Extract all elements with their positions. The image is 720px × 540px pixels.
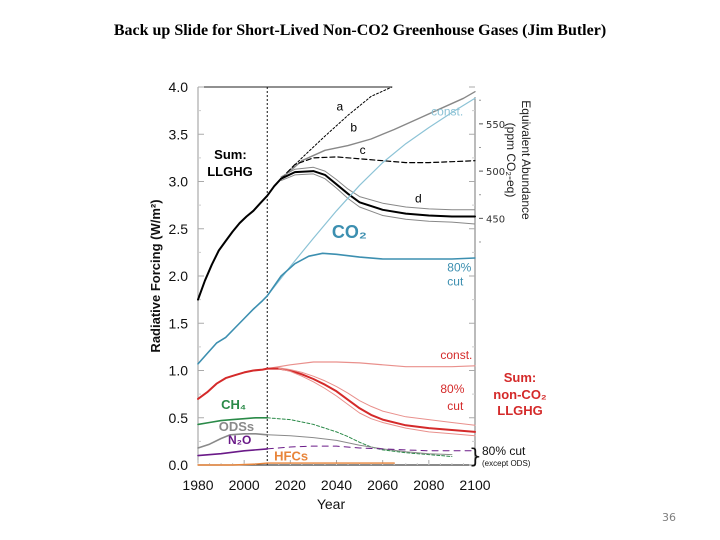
cut-note: 80% cut xyxy=(482,444,526,458)
annotation-label: cut xyxy=(447,274,464,288)
series-line-d xyxy=(280,170,476,218)
annotation-label: ODSs xyxy=(219,419,254,434)
series-line-n2o-projection xyxy=(266,445,476,452)
cut-note-sub: (except ODS) xyxy=(482,459,531,468)
series-line-d-upper xyxy=(280,166,476,211)
sum-nonco2-label-1: Sum: xyxy=(504,370,537,385)
annotation-label: N₂O xyxy=(228,433,251,447)
annotation-label: c xyxy=(360,143,366,157)
series-line-co2-observed xyxy=(197,295,269,365)
y-tick-label: 1.5 xyxy=(169,315,189,331)
series-line-non-co2-80-cut xyxy=(266,367,476,433)
x-tick-label: 1980 xyxy=(182,477,213,493)
annotation-label: const. xyxy=(431,104,463,118)
series-line-non-co2-80-cut-lower xyxy=(278,368,476,437)
series-line-hfcs xyxy=(197,462,395,466)
x-axis-label: Year xyxy=(317,496,346,512)
y2-tick-label: 550 xyxy=(486,120,505,131)
slide-title: Back up Slide for Short-Lived Non-CO2 Gr… xyxy=(113,22,607,39)
annotation-label: cut xyxy=(447,399,464,413)
axes-layer: 0.0 0.5 1.0 1.5 2.0 2.5 3.0 3.5 4.0 1980 2000 2020 2… xyxy=(169,79,506,493)
x-tick-label: 2100 xyxy=(459,477,490,493)
series-line-c xyxy=(280,156,476,180)
annotation-label: CH₄ xyxy=(221,397,246,412)
annotation-label: 80% xyxy=(447,260,471,274)
series-line-n2o xyxy=(197,448,269,457)
y-tick-label: 1.0 xyxy=(169,363,189,379)
x-tick-label: 2060 xyxy=(367,477,398,493)
y-tick-label: 3.5 xyxy=(169,126,189,142)
series-line-ch4 xyxy=(197,417,269,426)
annotation-label: d xyxy=(415,191,422,205)
y-axis-label: Radiative Forcing (W/m²) xyxy=(148,199,163,352)
series-line-ch4-projection xyxy=(266,417,453,457)
series-layer xyxy=(197,86,476,466)
x-tick-label: 2040 xyxy=(321,477,352,493)
x-tick-label: 2020 xyxy=(275,477,306,493)
series-line-a xyxy=(280,86,393,180)
right-axis-label: Equivalent Abundance xyxy=(519,100,533,220)
y-tick-label: 0.5 xyxy=(169,410,189,426)
annotation-label: LLGHG xyxy=(207,164,253,179)
series-line-odss-projection xyxy=(266,434,453,456)
annotation-label: Sum: xyxy=(214,147,247,162)
sum-nonco2-label-3: LLGHG xyxy=(497,403,543,418)
annotation-label: b xyxy=(350,120,357,134)
x-tick-label: 2000 xyxy=(229,477,260,493)
annotation-label: 80% xyxy=(440,382,464,396)
y-tick-label: 2.0 xyxy=(169,268,189,284)
series-line-sum-llghg-observed- xyxy=(197,177,283,301)
y2-tick-label: 450 xyxy=(486,214,505,225)
series-line-sum-non-co2-observed xyxy=(197,367,269,400)
sum-nonco2-label-2: non-CO₂ xyxy=(493,387,547,402)
y2-tick-label: 500 xyxy=(486,167,505,178)
page-number: 36 xyxy=(662,511,676,524)
series-line-odss xyxy=(197,433,269,449)
annotation-label: a xyxy=(337,100,344,114)
series-line-non-co2-const- xyxy=(266,361,476,370)
right-axis-sublabel: (ppm CO₂-eq) xyxy=(504,123,518,198)
annotation-layer: abcdconst.Sum:LLGHGCO₂80%cutconst.80%cut… xyxy=(207,100,472,464)
series-line-b xyxy=(280,91,476,180)
series-line-co2-80-cut xyxy=(266,252,476,297)
series-line-d-lower xyxy=(280,173,476,225)
x-tick-label: 2080 xyxy=(413,477,444,493)
annotation-label: CO₂ xyxy=(332,222,367,242)
series-line-co2-const- xyxy=(266,97,476,297)
y-tick-label: 0.0 xyxy=(169,457,189,473)
series-line-non-co2-80-cut-upper xyxy=(278,367,476,426)
annotation-label: const. xyxy=(440,348,472,362)
annotation-label: HFCs xyxy=(274,448,308,463)
brace-icon: } xyxy=(469,444,482,468)
y-tick-label: 2.5 xyxy=(169,221,189,237)
y-tick-label: 3.0 xyxy=(169,174,189,190)
y-tick-label: 4.0 xyxy=(169,79,189,95)
